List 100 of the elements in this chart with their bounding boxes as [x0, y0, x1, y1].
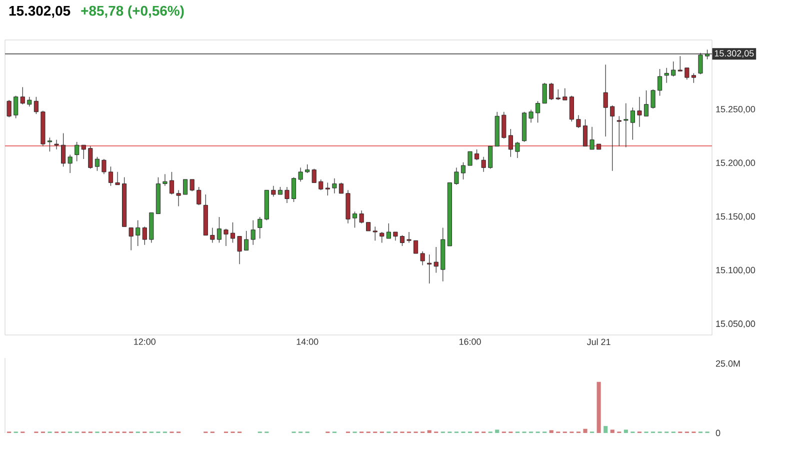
candlestick — [237, 236, 242, 264]
candlestick — [81, 144, 86, 160]
candlestick — [569, 95, 574, 122]
candlestick — [291, 176, 296, 202]
bar — [596, 382, 601, 433]
candlestick — [616, 116, 622, 146]
candlestick — [515, 142, 520, 158]
candlestick — [630, 107, 635, 140]
candlestick — [68, 154, 72, 174]
candlestick — [658, 68, 662, 96]
candlestick — [196, 186, 202, 206]
candlestick — [359, 210, 364, 224]
candlestick — [169, 172, 174, 195]
candlestick — [434, 246, 438, 274]
candlestick — [536, 100, 540, 123]
candlestick — [582, 119, 588, 146]
y-tick-label: 15.050,00 — [716, 320, 756, 328]
candlestick — [414, 240, 418, 254]
candlestick — [224, 228, 228, 246]
candlestick — [14, 95, 18, 119]
candlestick — [610, 105, 615, 172]
candlestick — [684, 68, 690, 80]
chart-title: 15.302,05 — [9, 6, 70, 18]
candlestick — [406, 232, 412, 244]
candlestick — [400, 234, 405, 246]
candlestick — [332, 178, 337, 194]
candlestick — [576, 114, 581, 128]
candlestick — [34, 96, 38, 114]
candlestick — [468, 151, 472, 166]
x-tick-label: 14:00 — [296, 338, 318, 345]
candlestick — [671, 61, 676, 77]
ref-line-label: 15.302,05 — [714, 50, 754, 58]
y-tick-label: 15.100,00 — [716, 266, 756, 274]
candlestick — [176, 190, 181, 207]
candlestick — [210, 227, 215, 244]
candlestick — [542, 82, 547, 104]
y-tick-label: 15.150,00 — [716, 213, 756, 221]
candlestick — [549, 82, 554, 100]
candlestick — [386, 223, 391, 239]
candlestick — [88, 146, 93, 170]
candlestick — [325, 182, 330, 196]
candlestick — [488, 146, 493, 170]
candlestick — [318, 179, 324, 190]
candlestick — [664, 68, 669, 84]
candlestick — [372, 226, 378, 241]
candlestick — [637, 96, 642, 128]
candlestick — [678, 56, 682, 72]
candlestick — [556, 89, 560, 100]
candlestick — [27, 96, 32, 107]
candlestick — [502, 112, 506, 139]
candlestick — [460, 162, 466, 180]
candlestick — [474, 149, 480, 160]
bar — [610, 430, 614, 433]
candlestick — [94, 156, 100, 172]
candlestick — [190, 179, 194, 192]
x-tick-label: 16:00 — [459, 338, 481, 345]
candlestick — [508, 128, 513, 158]
candlestick — [142, 226, 147, 246]
candlestick — [136, 220, 140, 246]
bar — [427, 430, 432, 433]
candlestick — [312, 168, 316, 183]
candlestick — [230, 222, 236, 244]
candlestick — [162, 174, 168, 186]
candlestick — [698, 52, 703, 75]
bar — [495, 430, 500, 433]
candlestick — [481, 156, 486, 172]
candlestick — [420, 251, 425, 266]
candlestick — [6, 100, 12, 118]
candlestick — [115, 172, 120, 186]
candlestick — [624, 102, 628, 148]
bar — [583, 428, 588, 433]
candlestick — [691, 72, 696, 84]
candlestick — [454, 167, 459, 186]
candlestick — [427, 254, 432, 284]
candlestick — [258, 216, 262, 239]
candlestick — [298, 167, 303, 182]
candlestick — [284, 186, 290, 204]
candlestick — [54, 139, 59, 150]
y-tick-label: 15.200,00 — [716, 160, 756, 168]
candlestick — [108, 166, 114, 186]
bar — [549, 430, 554, 433]
candlestick — [650, 89, 656, 109]
candlestick — [128, 227, 134, 251]
candlestick — [20, 86, 25, 105]
x-tick-label: 12:00 — [134, 338, 156, 345]
candlestick — [244, 230, 249, 251]
y-tick-label: 15.250,00 — [716, 106, 756, 114]
candlestick — [61, 133, 66, 167]
candlestick — [183, 179, 188, 195]
candlestick — [380, 232, 384, 244]
candlestick — [352, 211, 358, 228]
candlestick — [338, 182, 344, 194]
bar — [604, 426, 608, 433]
candlestick — [562, 88, 568, 100]
candlestick — [102, 158, 106, 174]
candlestick — [590, 126, 594, 150]
candlestick — [47, 137, 52, 152]
candlestick — [704, 49, 710, 60]
candlestick — [603, 64, 608, 137]
candlestick — [271, 186, 276, 197]
